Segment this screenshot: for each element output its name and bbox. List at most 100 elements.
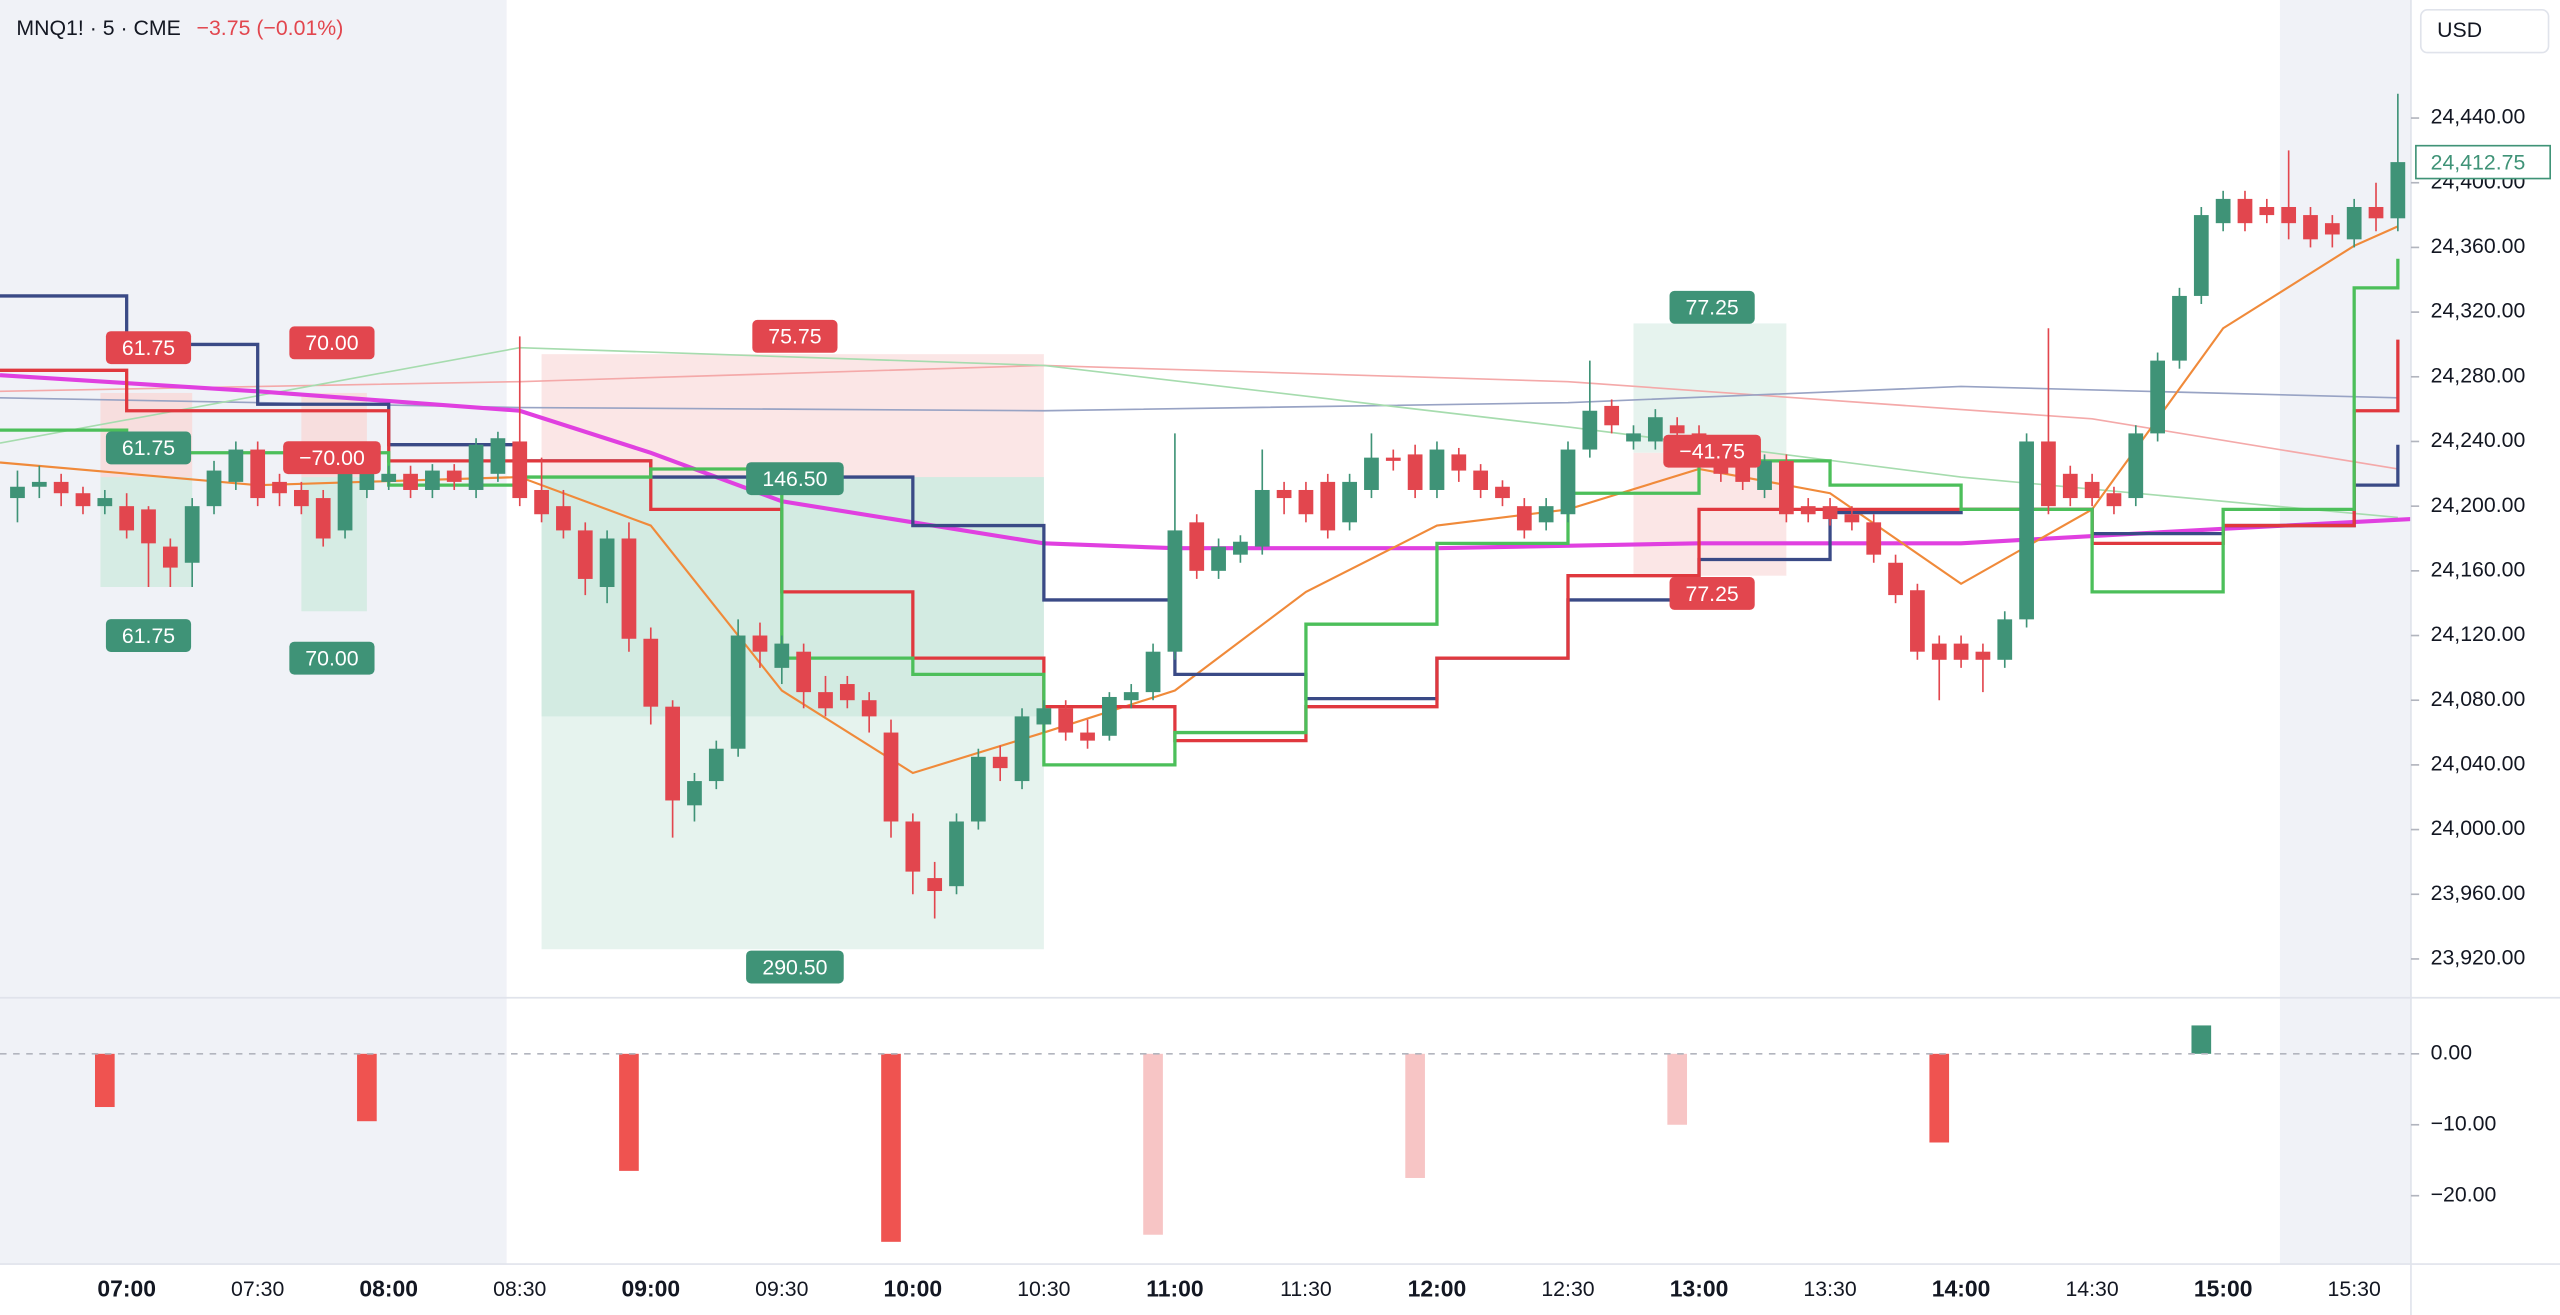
y-tick-label: 24,080.00 [2431, 687, 2526, 711]
y-tick-label: 23,920.00 [2431, 946, 2526, 970]
candle-body [119, 506, 135, 531]
candle-body [687, 781, 702, 806]
candle-body [905, 821, 921, 872]
change: −3.75 (−0.01%) [197, 16, 344, 40]
candle-body [1342, 481, 1357, 523]
x-tick-label: 08:00 [359, 1275, 418, 1301]
candle-body [1211, 546, 1226, 571]
candle-body [1866, 522, 1882, 555]
candle-body [927, 878, 943, 892]
histogram-bar [1667, 1053, 1688, 1125]
candle-body [1516, 506, 1532, 531]
session-shade [0, 0, 507, 1265]
x-tick-label: 11:30 [1280, 1277, 1332, 1301]
trade-label: 75.75 [768, 325, 821, 349]
candle-body [272, 481, 287, 494]
candle-body [1844, 514, 1860, 523]
candle-body [949, 821, 964, 887]
candle-body [752, 635, 768, 652]
candle-body [992, 756, 1008, 769]
candle-body [293, 489, 309, 507]
candle-body [1910, 590, 1925, 652]
y-tick-label: 0.00 [2431, 1040, 2473, 1064]
candle-body [10, 486, 25, 499]
candle-body [1058, 708, 1074, 733]
currency[interactable]: USD [2437, 18, 2482, 42]
candle-body [577, 530, 593, 579]
histogram-bar [619, 1053, 639, 1171]
histogram-bar [2191, 1025, 2212, 1054]
histogram-bar [357, 1053, 377, 1122]
candle-body [1254, 489, 1270, 547]
candle-body [2150, 360, 2165, 434]
x-tick-label: 14:00 [1932, 1275, 1991, 1301]
candle-body [556, 506, 571, 531]
candle-body [2390, 162, 2406, 219]
trade-label: 61.75 [122, 624, 175, 648]
candle-body [1298, 489, 1314, 515]
x-tick-label: 11:00 [1146, 1275, 1203, 1301]
x-tick-label: 09:30 [755, 1277, 808, 1301]
candle-body [1604, 405, 1620, 426]
candle-body [2303, 215, 2318, 240]
trade-label: 61.75 [122, 436, 175, 460]
candle-body [1123, 692, 1139, 701]
candle-body [1189, 522, 1205, 571]
candle-body [1364, 457, 1379, 490]
candle-body [2193, 215, 2209, 296]
x-tick-label: 14:30 [2065, 1277, 2118, 1301]
trade-label-box [1669, 577, 1755, 610]
x-tick-label: 10:30 [1017, 1277, 1070, 1301]
candle-body [818, 692, 833, 709]
candle-body [2346, 206, 2362, 240]
x-tick-label: 15:00 [2194, 1275, 2253, 1301]
candle-body [97, 498, 113, 507]
candle-body [621, 538, 637, 639]
y-tick-label: 24,280.00 [2431, 363, 2526, 387]
candle-body [534, 489, 549, 515]
candle-body [1036, 708, 1052, 725]
candle-body [425, 470, 440, 490]
trade-label-box [105, 331, 192, 365]
candle-body [1735, 465, 1751, 482]
candle-body [2106, 493, 2122, 507]
candle-body [796, 651, 812, 693]
candle-body [2259, 206, 2275, 216]
symbol: MNQ1! · 5 · CME [16, 16, 180, 40]
last-price-tag [2415, 144, 2551, 180]
candle-body [1647, 417, 1663, 442]
candle-body [1582, 410, 1598, 450]
candle-body [2368, 206, 2384, 219]
candle-body [2019, 441, 2034, 620]
trade-label: 61.75 [122, 336, 175, 360]
last-price-label: 24,412.75 [2431, 150, 2526, 174]
candle-body [2237, 198, 2253, 224]
histogram-bar [1143, 1053, 1163, 1235]
candle-body [1102, 696, 1117, 736]
candle-body [1538, 506, 1554, 523]
candle-body [162, 546, 178, 568]
trade-label-box [1663, 434, 1761, 468]
candle-body [1385, 457, 1401, 461]
candle-body [1997, 619, 2013, 660]
trade-label-box [283, 441, 381, 475]
x-tick-label: 08:30 [493, 1277, 546, 1301]
x-tick-label: 07:00 [97, 1275, 156, 1301]
candle-body [2172, 295, 2187, 361]
candle-body [403, 473, 418, 490]
trade-label: 146.50 [762, 467, 827, 491]
y-tick-label: 24,120.00 [2431, 622, 2526, 646]
candle-body [665, 706, 680, 801]
candle-body [1320, 481, 1336, 531]
candle-body [1779, 460, 1794, 515]
candle-body [730, 635, 746, 749]
candle-body [1145, 651, 1161, 693]
candle-body [53, 481, 69, 494]
currency-button[interactable] [2419, 9, 2550, 54]
candle-body [359, 470, 375, 490]
candle-body [1822, 506, 1838, 520]
candle-body [1953, 643, 1969, 660]
histogram-bar [881, 1053, 901, 1242]
trade-label-box [105, 431, 192, 465]
